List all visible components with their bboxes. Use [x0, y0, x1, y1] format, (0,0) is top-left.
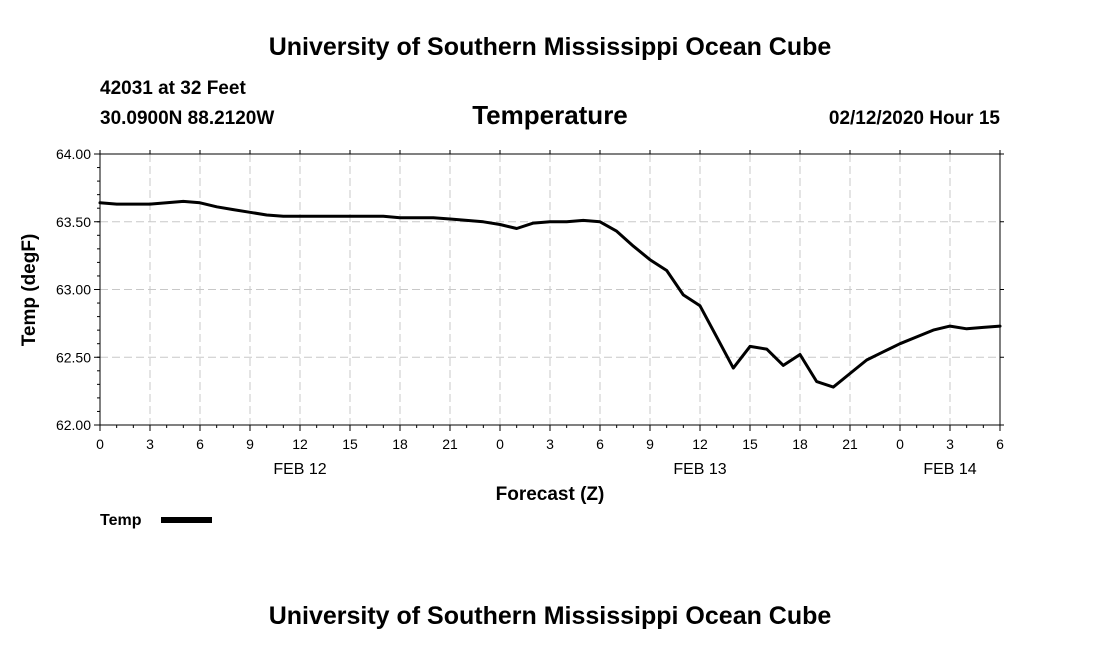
x-tick-label: 0 [896, 436, 904, 452]
x-tick-label: 6 [996, 436, 1004, 452]
y-ticks: 62.00 62.50 63.00 63.50 64.00 [56, 146, 1004, 433]
day-label: FEB 12 [273, 461, 326, 478]
y-tick-label: 62.00 [56, 417, 91, 433]
station-line1: 42031 at 32 Feet [100, 78, 246, 99]
issue-time: 02/12/2020 Hour 15 [829, 108, 1001, 129]
day-label: FEB 13 [673, 461, 726, 478]
day-label: FEB 14 [923, 461, 976, 478]
x-tick-label: 3 [146, 436, 154, 452]
y-tick-label: 63.00 [56, 282, 91, 298]
y-axis-label: Temp (degF) [19, 234, 40, 347]
x-tick-label: 6 [196, 436, 204, 452]
title-bottom: University of Southern Mississippi Ocean… [269, 602, 832, 630]
series-layer [98, 199, 1002, 389]
legend-label: Temp [100, 512, 142, 529]
grid-lines [100, 154, 1000, 425]
y-tick-label: 63.50 [56, 214, 91, 230]
x-tick-label: 12 [692, 436, 708, 452]
x-tick-label: 21 [842, 436, 858, 452]
x-tick-label: 21 [442, 436, 458, 452]
station-line2: 30.0900N 88.2120W [100, 108, 274, 129]
y-tick-label: 62.50 [56, 349, 91, 365]
x-axis-label: Forecast (Z) [496, 484, 605, 505]
x-tick-label: 0 [496, 436, 504, 452]
x-tick-label: 3 [546, 436, 554, 452]
x-tick-label: 18 [392, 436, 408, 452]
x-tick-label: 15 [342, 436, 358, 452]
chart-title: Temperature [472, 100, 628, 130]
x-tick-label: 15 [742, 436, 758, 452]
x-tick-label: 6 [596, 436, 604, 452]
x-ticks: 0 3 6 9 12 15 18 21 0 3 6 9 12 15 18 21 0 3 6 [96, 150, 1004, 452]
series-line-temp [98, 199, 1002, 389]
x-tick-label: 3 [946, 436, 954, 452]
title-top: University of Southern Mississippi Ocean… [269, 33, 832, 61]
x-tick-label: 9 [646, 436, 654, 452]
day-labels: FEB 12 FEB 13 FEB 14 [273, 461, 976, 478]
x-tick-label: 12 [292, 436, 308, 452]
x-tick-label: 0 [96, 436, 104, 452]
legend: Temp [100, 512, 212, 529]
x-tick-label: 9 [246, 436, 254, 452]
x-tick-label: 18 [792, 436, 808, 452]
y-tick-label: 64.00 [56, 146, 91, 162]
